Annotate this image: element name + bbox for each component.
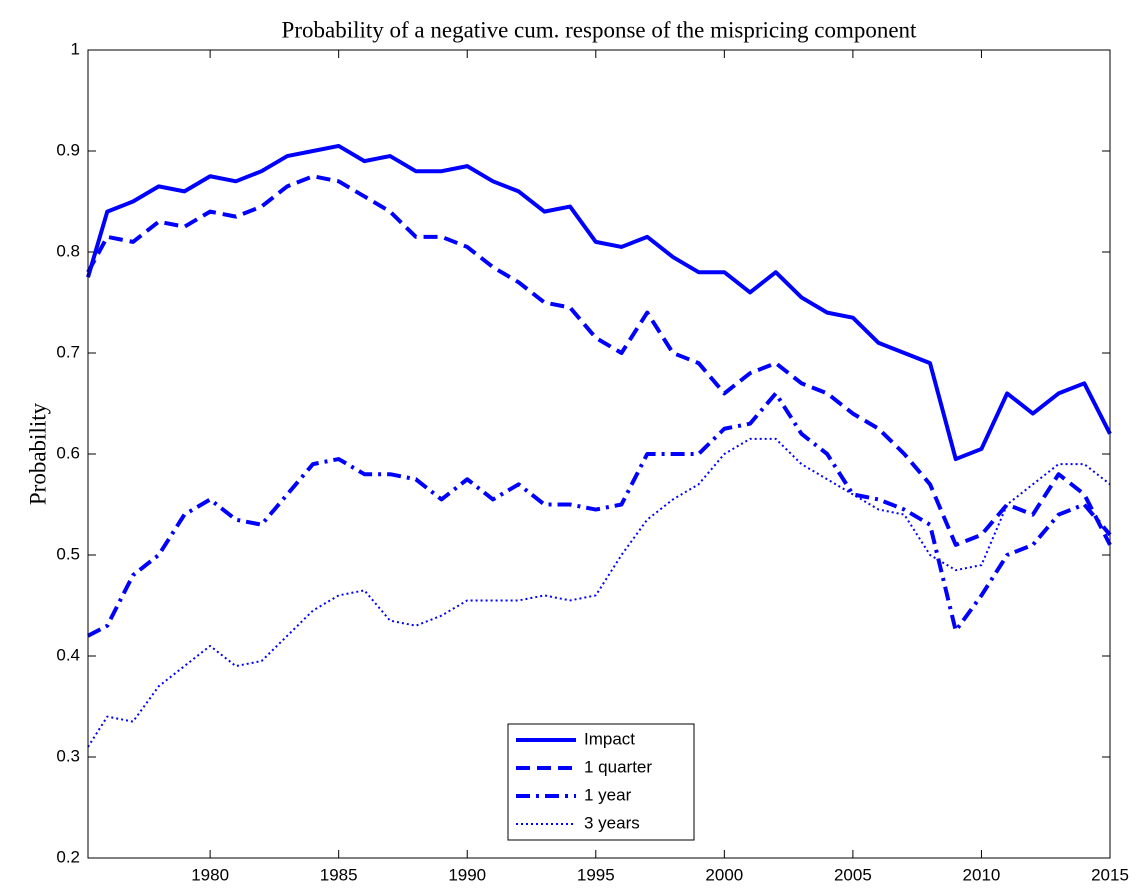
x-tick-label: 1990 xyxy=(448,865,486,884)
plot-frame xyxy=(87,49,1111,859)
chart-title: Probability of a negative cum. response … xyxy=(282,17,918,42)
x-tick-label: 2005 xyxy=(834,865,872,884)
legend-label: 1 quarter xyxy=(584,757,652,776)
x-tick-label: 2000 xyxy=(705,865,743,884)
y-tick-label: 0.7 xyxy=(56,342,80,361)
y-tick-label: 0.2 xyxy=(56,847,80,866)
y-tick-label: 0.6 xyxy=(56,443,80,462)
x-tick-label: 1995 xyxy=(577,865,615,884)
x-tick-label: 1980 xyxy=(191,865,229,884)
legend-label: Impact xyxy=(584,729,635,748)
legend-box xyxy=(507,723,695,841)
legend-label: 1 year xyxy=(584,785,632,804)
y-tick-label: 0.5 xyxy=(56,544,80,563)
x-tick-label: 2015 xyxy=(1091,865,1129,884)
legend-label: 3 years xyxy=(584,813,640,832)
y-tick-label: 1 xyxy=(71,39,80,58)
x-tick-label: 2010 xyxy=(963,865,1001,884)
y-tick-label: 0.4 xyxy=(56,645,80,664)
plot-area xyxy=(88,50,1110,858)
line-series xyxy=(86,143,1112,462)
y-axis-label: Probability xyxy=(25,402,50,505)
x-tick-label: 1985 xyxy=(320,865,358,884)
line-series xyxy=(86,174,1112,547)
y-tick-label: 0.9 xyxy=(56,140,80,159)
y-tick-label: 0.8 xyxy=(56,241,80,260)
line-series xyxy=(87,437,1111,748)
y-tick-label: 0.3 xyxy=(56,746,80,765)
